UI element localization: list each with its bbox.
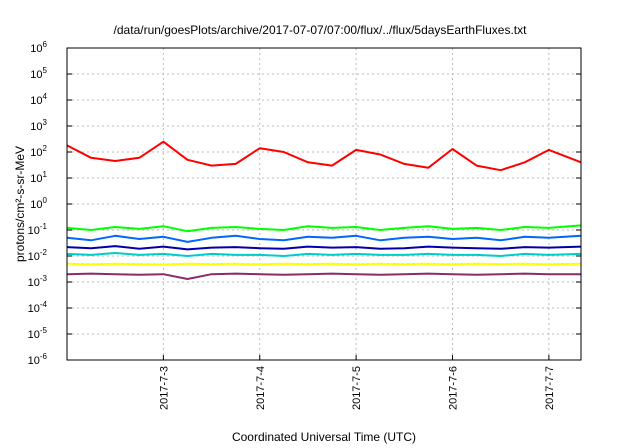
y-tick-label: 10-6	[28, 352, 48, 367]
series-line-0	[66, 140, 582, 172]
series-line-3	[66, 245, 582, 251]
y-tick-label: 100	[30, 196, 47, 211]
x-axis: 2017-7-3 2017-7-4 2017-7-5 2017-7-6 2017-7-7	[158, 355, 556, 410]
series-line-1	[66, 224, 582, 233]
y-tick-label: 10-3	[28, 274, 48, 289]
x-axis-title: Coordinated Universal Time (UTC)	[232, 430, 416, 444]
chart-title: /data/run/goesPlots/archive/2017-07-07/0…	[114, 23, 528, 37]
y-tick-label: 105	[30, 66, 47, 81]
y-tick-label: 10-1	[28, 222, 48, 237]
y-tick-label: 103	[30, 118, 47, 133]
y-tick-label: 10-5	[28, 326, 48, 341]
y-tick-label: 104	[30, 92, 47, 107]
x-tick-label: 2017-7-5	[351, 366, 363, 410]
x-tick-label: 2017-7-4	[255, 366, 267, 410]
y-tick-label: 101	[30, 170, 47, 185]
y-tick-label: 106	[30, 40, 47, 55]
x-tick-label: 2017-7-6	[448, 366, 460, 410]
series-line-2	[66, 234, 582, 243]
x-tick-label: 2017-7-3	[158, 366, 170, 410]
series-line-5	[66, 262, 582, 266]
y-tick-label: 10-2	[28, 248, 48, 263]
x-tick-label: 2017-7-7	[544, 366, 556, 410]
y-axis-title: protons/cm²-s-sr-MeV	[13, 146, 27, 262]
y-axis: 10-6 10-5 10-4 10-3 10-2 10-1 100 101 102 103 104 1…	[28, 40, 581, 367]
y-tick-label: 10-4	[28, 300, 48, 315]
series-layer	[66, 140, 582, 280]
series-line-4	[66, 252, 582, 257]
y-tick-label: 102	[30, 144, 47, 159]
series-line-6	[66, 272, 581, 280]
grid	[67, 48, 581, 360]
